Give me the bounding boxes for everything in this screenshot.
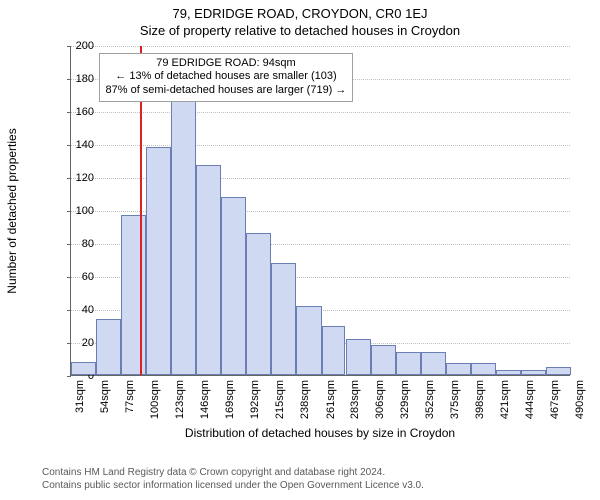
histogram-bar	[271, 263, 296, 375]
xtick-label: 192sqm	[249, 380, 261, 419]
histogram-bar	[521, 370, 546, 375]
ytick-label: 140	[64, 139, 94, 151]
xtick-label: 467sqm	[549, 380, 561, 419]
footer-attribution: Contains HM Land Registry data © Crown c…	[42, 467, 424, 492]
ytick-label: 180	[64, 73, 94, 85]
histogram-bar	[171, 101, 196, 375]
histogram-bar	[371, 345, 396, 375]
annotation-line: 87% of semi-detached houses are larger (…	[106, 84, 347, 98]
histogram-bar	[121, 215, 146, 375]
histogram-bar	[296, 306, 321, 375]
xtick-label: 238sqm	[299, 380, 311, 419]
xtick-label: 261sqm	[325, 380, 337, 419]
gridline	[71, 145, 570, 146]
histogram-bar	[496, 370, 521, 375]
xtick-label: 54sqm	[99, 380, 111, 413]
xtick-label: 31sqm	[74, 380, 86, 413]
x-axis-label: Distribution of detached houses by size …	[70, 426, 570, 440]
ytick-label: 160	[64, 106, 94, 118]
ytick-label: 40	[64, 304, 94, 316]
xtick-label: 123sqm	[174, 380, 186, 419]
annotation-line: 79 EDRIDGE ROAD: 94sqm	[106, 57, 347, 71]
histogram-bar	[346, 339, 371, 375]
footer-line-1: Contains HM Land Registry data © Crown c…	[42, 467, 424, 480]
xtick-label: 490sqm	[574, 380, 586, 419]
histogram-bar	[221, 197, 246, 375]
ytick-label: 80	[64, 238, 94, 250]
xtick-label: 77sqm	[124, 380, 136, 413]
ytick-label: 20	[64, 337, 94, 349]
chart-container: Number of detached properties 0204060801…	[42, 46, 582, 418]
gridline	[71, 46, 570, 47]
y-axis-label: Number of detached properties	[5, 128, 19, 293]
histogram-bar	[196, 165, 221, 375]
xtick-label: 306sqm	[374, 380, 386, 419]
xtick-label: 329sqm	[399, 380, 411, 419]
xtick-label: 283sqm	[349, 380, 361, 419]
histogram-bar	[546, 367, 571, 375]
histogram-bar	[71, 362, 96, 375]
histogram-bar	[146, 147, 171, 375]
ytick-label: 60	[64, 271, 94, 283]
chart-title-main: 79, EDRIDGE ROAD, CROYDON, CR0 1EJ	[0, 0, 600, 21]
histogram-bar	[246, 233, 271, 375]
xtick-label: 444sqm	[524, 380, 536, 419]
footer-line-2: Contains public sector information licen…	[42, 480, 424, 493]
ytick-label: 120	[64, 172, 94, 184]
annotation-line: ← 13% of detached houses are smaller (10…	[106, 70, 347, 84]
xtick-label: 215sqm	[274, 380, 286, 419]
histogram-bar	[96, 319, 121, 375]
ytick-label: 100	[64, 205, 94, 217]
ytick-label: 200	[64, 40, 94, 52]
xtick-label: 398sqm	[474, 380, 486, 419]
xtick-label: 100sqm	[149, 380, 161, 419]
histogram-bar	[396, 352, 421, 375]
xtick-label: 375sqm	[449, 380, 461, 419]
chart-title-sub: Size of property relative to detached ho…	[0, 21, 600, 38]
histogram-bar	[446, 363, 471, 375]
xtick-label: 352sqm	[424, 380, 436, 419]
xtick-label: 146sqm	[199, 380, 211, 419]
gridline	[71, 112, 570, 113]
histogram-bar	[421, 352, 446, 375]
xtick-label: 421sqm	[499, 380, 511, 419]
xtick-label: 169sqm	[224, 380, 236, 419]
histogram-bar	[471, 363, 496, 375]
histogram-bar	[322, 326, 346, 376]
annotation-box: 79 EDRIDGE ROAD: 94sqm← 13% of detached …	[99, 53, 354, 102]
plot-area: 02040608010012014016018020079 EDRIDGE RO…	[70, 46, 570, 376]
